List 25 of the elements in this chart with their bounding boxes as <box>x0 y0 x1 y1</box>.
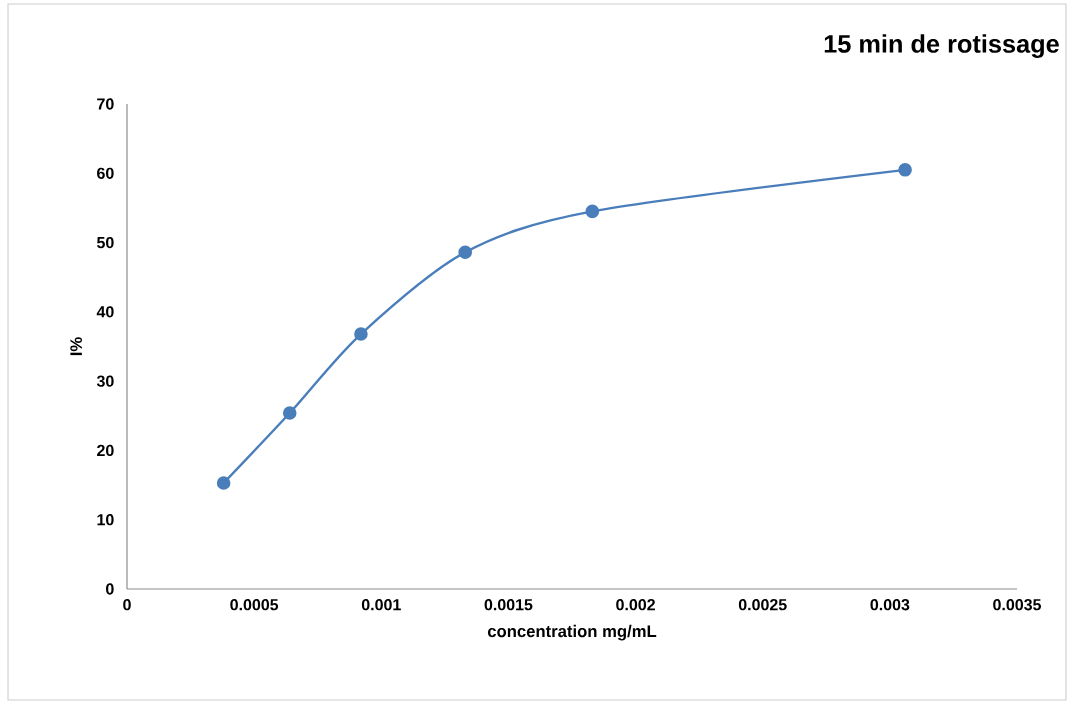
y-tick-label: 30 <box>96 375 114 387</box>
y-tick-label: 70 <box>97 98 114 110</box>
y-tick-label: 50 <box>97 236 114 249</box>
y-tick-label: 40 <box>96 306 114 318</box>
x-axis-title: concentration mg/mL <box>487 624 657 641</box>
point <box>585 204 600 219</box>
y-axis-title: I% <box>70 337 82 356</box>
y-tick-label: 60 <box>97 167 114 179</box>
x-tick-label: 0 <box>123 599 131 611</box>
y-tick-label: 10 <box>97 514 114 526</box>
point <box>898 163 912 177</box>
x-tick-label: 0.0015 <box>484 599 533 611</box>
x-tick-label: 0.0005 <box>230 599 279 611</box>
x-tick-label: 0.002 <box>616 599 655 611</box>
x-tick-label: 0.001 <box>361 599 401 611</box>
x-tick-label: 0.0025 <box>738 599 787 611</box>
point <box>354 327 368 341</box>
y-tick-label: 0 <box>106 583 114 595</box>
x-tick-label: 0.0035 <box>993 599 1042 611</box>
x-tick-label: 0.003 <box>870 599 910 611</box>
y-tick-label: 20 <box>97 444 114 457</box>
point <box>282 406 297 420</box>
chart-title: 15 min de rotissage <box>824 34 1059 58</box>
point <box>216 476 231 490</box>
point <box>458 245 472 260</box>
